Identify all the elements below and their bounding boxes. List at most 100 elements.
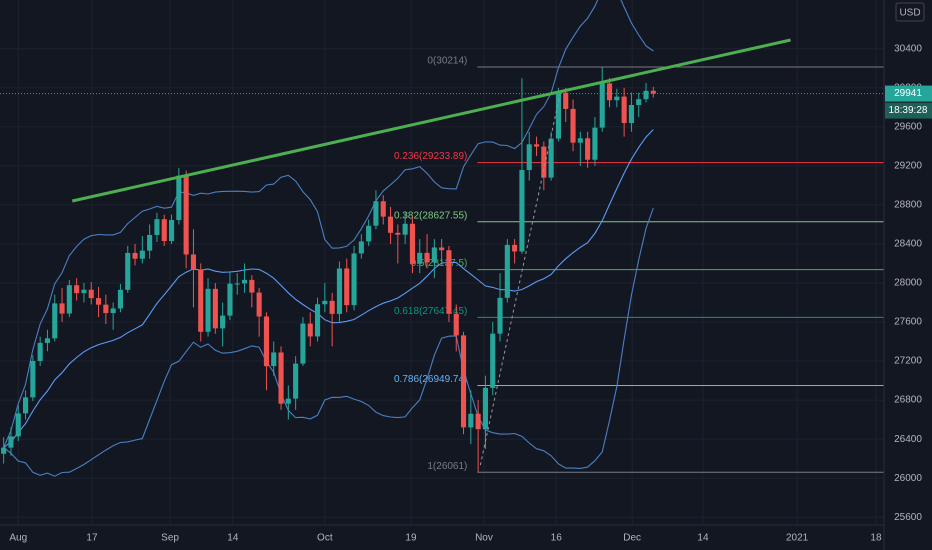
- candle-body: [256, 292, 262, 317]
- fib-label: 0.618(27647.45): [394, 306, 467, 317]
- candle: [278, 346, 284, 410]
- candle-body: [220, 315, 226, 329]
- candle-body: [81, 289, 87, 294]
- fib-label: 0.5(28137.5): [411, 258, 468, 269]
- candle-body: [74, 285, 80, 294]
- y-tick-label: 25600: [894, 512, 922, 523]
- candle-body: [336, 268, 342, 314]
- candle-body: [329, 300, 335, 314]
- countdown: 18:39:28: [889, 105, 928, 116]
- candle-body: [409, 223, 415, 264]
- candle-body: [468, 413, 474, 428]
- candle: [482, 375, 488, 449]
- candle-body: [271, 352, 277, 367]
- candle: [117, 283, 124, 313]
- x-tick-label: Aug: [9, 533, 27, 544]
- candle: [592, 117, 598, 166]
- candle: [271, 341, 277, 376]
- candle: [585, 131, 591, 168]
- candle-body: [110, 308, 116, 314]
- candle-body: [650, 90, 656, 94]
- x-tick-label: 14: [697, 533, 709, 544]
- candle-body: [482, 387, 488, 430]
- candle-body: [497, 297, 503, 334]
- candle: [563, 87, 569, 122]
- fib-label: 0.236(29233.89): [394, 151, 467, 162]
- candle-body: [533, 144, 540, 147]
- candle-body: [176, 175, 182, 220]
- candle: [190, 229, 196, 308]
- candle: [1, 437, 7, 464]
- candle: [30, 355, 36, 402]
- candle: [95, 286, 102, 318]
- candle-body: [585, 138, 591, 160]
- y-tick-label: 27600: [894, 317, 922, 328]
- band-line: [3, 0, 654, 448]
- candle: [139, 236, 145, 264]
- candle: [15, 404, 21, 442]
- candle-body: [293, 363, 299, 399]
- candle: [81, 282, 87, 303]
- candle-body: [95, 298, 102, 305]
- candle: [424, 234, 430, 269]
- candle-body: [198, 270, 204, 332]
- candle-body: [548, 138, 554, 178]
- candle: [234, 273, 240, 295]
- candle: [533, 136, 540, 157]
- candle: [358, 234, 364, 259]
- currency-box[interactable]: [895, 2, 925, 22]
- candle-body: [314, 304, 321, 337]
- candle-body: [366, 225, 372, 242]
- candle: [409, 216, 415, 274]
- candle: [636, 92, 642, 118]
- candle: [599, 66, 605, 132]
- x-tick-label: 2021: [786, 533, 809, 544]
- candle-body: [139, 250, 145, 259]
- candle: [125, 245, 131, 293]
- candle-body: [526, 144, 532, 170]
- candle-body: [351, 253, 357, 306]
- candle: [373, 190, 379, 230]
- candle-body: [614, 96, 620, 101]
- candle-body: [570, 108, 576, 143]
- candle-body: [402, 223, 408, 235]
- candle-body: [212, 288, 218, 329]
- candle: [307, 312, 313, 347]
- candle-body: [205, 288, 211, 332]
- candle: [74, 278, 80, 301]
- candle-body: [563, 92, 569, 109]
- candle-body: [358, 241, 364, 254]
- last-price-label: 29941: [894, 88, 922, 99]
- candle-body: [504, 244, 510, 298]
- candle: [344, 258, 350, 313]
- candle-body: [1, 447, 7, 454]
- candle: [628, 92, 634, 132]
- candle: [132, 243, 138, 266]
- x-tick-label: Nov: [475, 533, 493, 544]
- candle: [468, 390, 474, 445]
- candle: [249, 275, 255, 308]
- candle: [8, 427, 14, 456]
- candle: [329, 292, 335, 347]
- y-tick-label: 26800: [894, 395, 922, 406]
- candle-body: [577, 138, 583, 143]
- candle: [44, 329, 51, 352]
- candle-body: [241, 279, 248, 284]
- y-tick-label: 26400: [894, 434, 922, 445]
- x-tick-label: 16: [551, 533, 563, 544]
- x-tick-label: 17: [86, 533, 98, 544]
- candle-body: [22, 397, 29, 414]
- candle: [220, 302, 226, 347]
- candle-body: [44, 338, 51, 343]
- plot-area: 0(30214) 0.236(29233.89) 0.382(28627.55) 0.…: [0, 0, 884, 477]
- candle-body: [263, 316, 269, 367]
- candle-body: [183, 175, 189, 255]
- candle-body: [234, 283, 240, 285]
- x-tick-label: Sep: [161, 533, 179, 544]
- candle-body: [475, 413, 481, 430]
- candle-body: [307, 323, 313, 337]
- candle-body: [52, 303, 58, 339]
